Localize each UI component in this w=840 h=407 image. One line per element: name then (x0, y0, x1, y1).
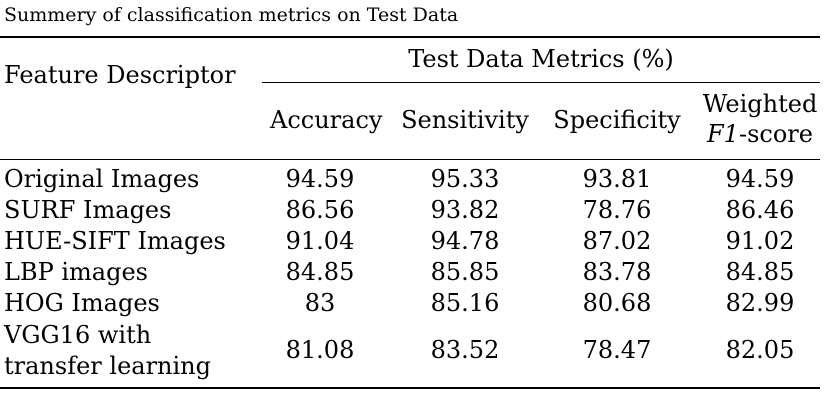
header-specificity: Specificity (553, 106, 681, 134)
cell-f1: 91.02 (725, 227, 795, 255)
table-caption: Summery of classification metrics on Tes… (4, 4, 459, 26)
cell-f1: 84.85 (725, 258, 795, 286)
cell-f1: 94.59 (725, 165, 795, 193)
header-f1-italic: F1 (707, 120, 739, 148)
cell-accuracy: 81.08 (285, 336, 355, 364)
row-label-line1: VGG16 with (4, 321, 152, 349)
top-rule (0, 36, 820, 38)
cell-sensitivity: 93.82 (430, 196, 500, 224)
header-accuracy: Accuracy (270, 106, 383, 134)
header-weighted-line: Weighted (702, 90, 818, 118)
cell-specificity: 83.78 (582, 258, 652, 286)
group-rule (262, 82, 820, 83)
header-sensitivity: Sensitivity (401, 106, 529, 134)
cell-sensitivity: 94.78 (430, 227, 500, 255)
cell-accuracy: 83 (304, 289, 336, 317)
cell-sensitivity: 95.33 (430, 165, 500, 193)
row-label: Original Images (4, 165, 200, 193)
cell-specificity: 87.02 (582, 227, 652, 255)
cell-accuracy: 91.04 (285, 227, 355, 255)
header-f1-line: F1-score (700, 119, 820, 149)
cell-f1: 86.46 (725, 196, 795, 224)
cell-sensitivity: 83.52 (430, 336, 500, 364)
cell-accuracy: 86.56 (285, 196, 355, 224)
row-label: HOG Images (4, 289, 160, 317)
header-bottom-rule (0, 159, 820, 160)
cell-f1: 82.99 (725, 289, 795, 317)
cell-specificity: 78.76 (582, 196, 652, 224)
cell-f1: 82.05 (725, 336, 795, 364)
cell-specificity: 93.81 (582, 165, 652, 193)
cell-sensitivity: 85.16 (430, 289, 500, 317)
cell-accuracy: 84.85 (285, 258, 355, 286)
row-label: LBP images (4, 258, 148, 286)
row-label: VGG16 with transfer learning (4, 320, 214, 382)
header-group-metrics: Test Data Metrics (%) (408, 45, 674, 73)
header-f1-suffix: -score (738, 120, 813, 148)
cell-sensitivity: 85.85 (430, 258, 500, 286)
cell-specificity: 80.68 (582, 289, 652, 317)
row-label: SURF Images (4, 196, 172, 224)
header-feature-descriptor: Feature Descriptor (4, 61, 236, 89)
bottom-rule (0, 387, 820, 389)
row-label-line2: transfer learning (4, 352, 211, 380)
row-label: HUE-SIFT Images (4, 227, 226, 255)
cell-accuracy: 94.59 (285, 165, 355, 193)
header-weighted-f1: Weighted F1-score (700, 89, 820, 149)
cell-specificity: 78.47 (582, 336, 652, 364)
